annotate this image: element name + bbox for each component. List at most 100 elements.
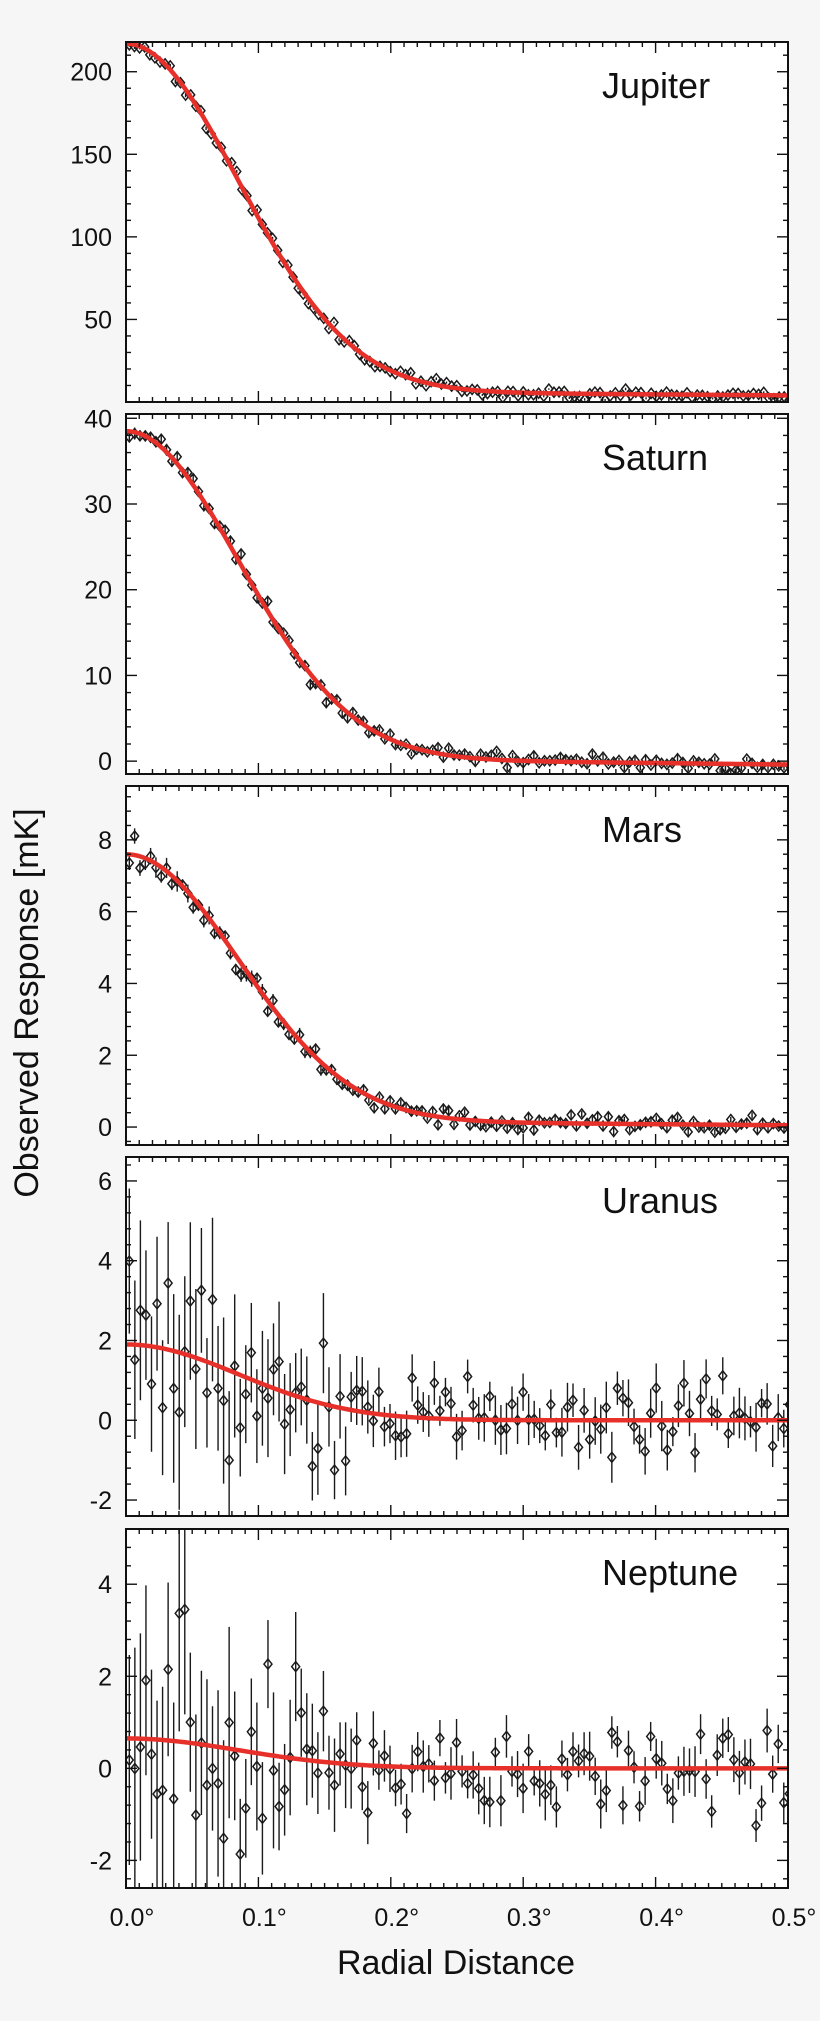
data-point [449, 1118, 459, 1131]
data-point [369, 1101, 380, 1115]
data-point [246, 1346, 257, 1359]
data-point [518, 1121, 529, 1135]
data-point [641, 392, 652, 402]
data-point [534, 1114, 545, 1127]
data-point [246, 1725, 257, 1739]
data-point [396, 1777, 407, 1791]
data-point [185, 1294, 196, 1308]
y-tick-label: -2 [90, 1847, 112, 1875]
data-point [446, 1397, 456, 1410]
data-point [163, 1663, 174, 1676]
data-point [412, 1745, 423, 1758]
data-point [646, 387, 657, 400]
data-point [279, 1417, 290, 1431]
data-point [753, 388, 764, 401]
data-point [767, 1767, 778, 1781]
data-point [268, 1764, 279, 1777]
data-point [566, 1108, 577, 1122]
data-point [429, 1376, 440, 1390]
data-point [401, 1427, 412, 1440]
data-point [201, 1779, 212, 1792]
data-point [584, 1749, 595, 1763]
data-point [479, 1794, 490, 1807]
data-point [723, 1427, 734, 1440]
data-point [762, 1397, 773, 1411]
data-point [545, 1398, 556, 1411]
data-point [640, 1445, 651, 1458]
data-point [534, 1419, 545, 1432]
data-point [701, 1372, 712, 1386]
data-point [662, 1782, 673, 1796]
y-tick-label: 4 [98, 1248, 112, 1276]
data-point [606, 1726, 617, 1739]
data-point [318, 1704, 329, 1718]
data-point [462, 1370, 473, 1383]
data-point [213, 1777, 224, 1790]
data-point [728, 1753, 739, 1766]
data-point [168, 1792, 179, 1806]
data-point [146, 1377, 157, 1391]
panel-title-uranus: Uranus [602, 1180, 718, 1221]
x-axis-label: Radial Distance [337, 1944, 575, 1982]
data-point [508, 385, 518, 398]
data-point [312, 1766, 323, 1780]
data-point [512, 1767, 523, 1781]
data-point [443, 1104, 454, 1117]
y-tick-label: 6 [98, 899, 112, 927]
data-point [262, 595, 273, 608]
data-point [595, 386, 605, 399]
data-point [357, 1385, 368, 1398]
data-point [678, 1377, 689, 1390]
data-point [784, 1789, 788, 1799]
data-point [551, 1800, 562, 1814]
data-point [715, 1123, 726, 1136]
data-point [440, 1771, 451, 1785]
data-point [213, 1382, 224, 1395]
data-point [296, 1706, 307, 1719]
data-point [695, 1727, 706, 1741]
data-point [619, 761, 630, 774]
data-point [595, 1797, 606, 1811]
data-point [218, 1394, 229, 1407]
data-point [312, 1442, 323, 1455]
data-point [335, 1390, 346, 1403]
data-point [140, 857, 151, 870]
data-point [224, 1716, 235, 1729]
y-tick-label: 20 [84, 577, 112, 605]
data-point [207, 1293, 218, 1306]
data-point [201, 1386, 212, 1400]
x-tick-label: 0.2° [374, 1904, 419, 1932]
data-point [612, 1382, 623, 1395]
data-point [695, 1393, 706, 1406]
data-point [140, 1674, 151, 1687]
data-point [218, 1832, 229, 1845]
data-point [168, 1382, 179, 1395]
data-point [263, 1391, 273, 1405]
data-point [401, 1101, 412, 1114]
data-point [385, 1417, 395, 1430]
y-tick-label: 50 [84, 306, 112, 334]
data-point [368, 1737, 379, 1750]
data-point [673, 1766, 684, 1780]
y-tick-label: 2 [98, 1042, 112, 1070]
data-point [534, 1777, 545, 1790]
data-point [501, 1730, 512, 1743]
data-point [540, 1429, 551, 1442]
data-points-uranus [126, 1188, 788, 1516]
data-point [129, 1762, 140, 1775]
data-point [573, 1441, 584, 1454]
data-point [690, 1446, 700, 1459]
data-point [412, 1398, 423, 1412]
data-point [656, 1419, 667, 1433]
data-point [274, 1355, 285, 1368]
data-point [601, 1401, 612, 1414]
y-tick-label: 2 [98, 1327, 112, 1355]
data-point [379, 1749, 390, 1763]
data-point [451, 1430, 462, 1443]
data-point [723, 1728, 734, 1741]
data-point [407, 1371, 418, 1385]
data-point [576, 1107, 587, 1121]
data-point [262, 1005, 273, 1018]
